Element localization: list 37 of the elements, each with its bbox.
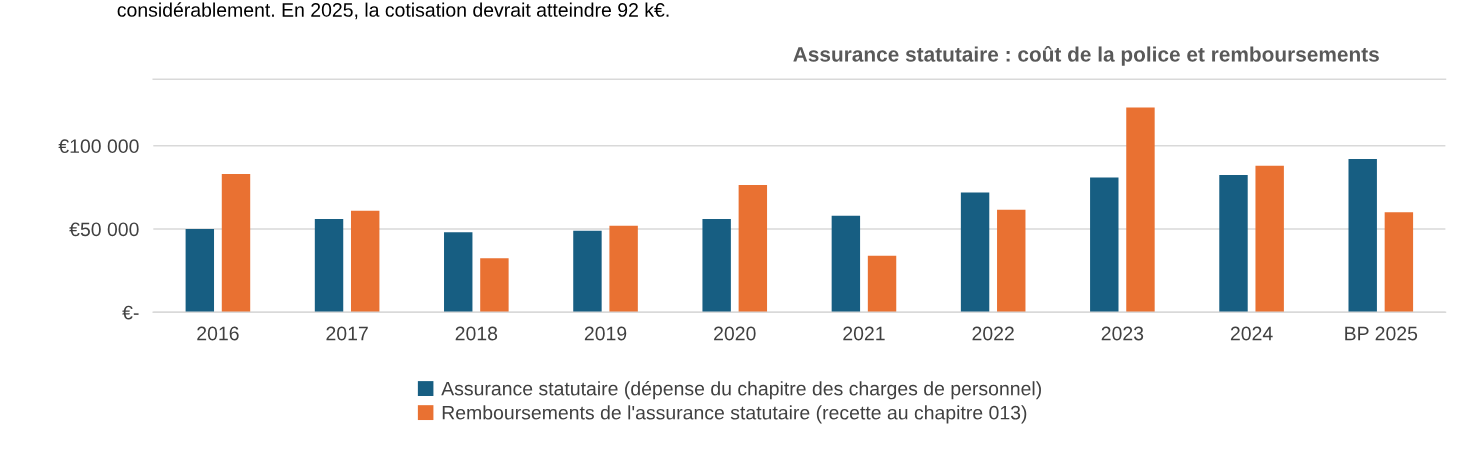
bar	[1348, 159, 1377, 313]
bar	[702, 219, 731, 313]
x-tick-label: 2021	[843, 326, 885, 341]
x-tick-label: 2022	[972, 326, 1014, 341]
bar	[1090, 177, 1119, 313]
bar	[1384, 212, 1414, 313]
y-tick-label: €50 000	[69, 222, 139, 237]
x-tick-label: 2024	[1230, 326, 1273, 341]
bar	[480, 258, 509, 313]
legend-label: Remboursements de l'assurance statutaire (recette au chapitre 013)	[442, 405, 1027, 424]
bar	[573, 230, 602, 313]
bar	[867, 255, 897, 313]
bar	[444, 232, 473, 313]
bar	[1219, 174, 1248, 313]
bar	[997, 209, 1026, 313]
legend-label: Assurance statutaire (dépense du chapitre des charges de personnel)	[441, 380, 1041, 400]
bar	[609, 225, 638, 313]
x-tick-label: 2018	[455, 326, 498, 341]
chart-title: Assurance statutaire : coût de la police et remboursements	[793, 45, 1379, 66]
bar	[221, 174, 251, 313]
bar	[314, 219, 344, 313]
bar	[350, 210, 380, 313]
x-tick-label: BP 2025	[1345, 326, 1418, 341]
text: considérablement. En 2025, la cotisation devrait atteindre 92 k€.	[117, 2, 669, 20]
bar	[960, 192, 990, 313]
x-tick-label: 2017	[326, 326, 368, 341]
y-tick-label: €-	[122, 305, 139, 320]
bar	[831, 215, 861, 313]
y-tick-label: €100 000	[58, 139, 139, 154]
x-tick-label: 2019	[584, 326, 627, 341]
bar	[1126, 107, 1155, 313]
x-tick-label: 2020	[714, 326, 756, 341]
bar	[185, 229, 215, 313]
bar	[738, 184, 768, 313]
bar	[1255, 165, 1284, 313]
x-tick-label: 2016	[197, 326, 239, 341]
x-tick-label: 2023	[1101, 326, 1144, 341]
